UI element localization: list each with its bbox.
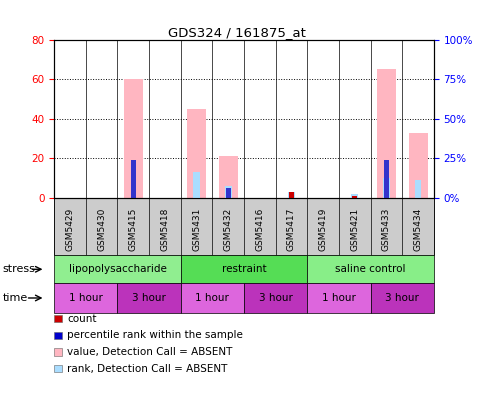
Bar	[352, 194, 358, 198]
Text: 1 hour: 1 hour	[69, 293, 103, 303]
Text: 1 hour: 1 hour	[322, 293, 356, 303]
Bar	[124, 79, 143, 198]
Text: rank, Detection Call = ABSENT: rank, Detection Call = ABSENT	[67, 364, 227, 374]
Bar	[187, 109, 206, 198]
Text: GDS324 / 161875_at: GDS324 / 161875_at	[168, 26, 306, 39]
Text: time: time	[2, 293, 28, 303]
Bar	[289, 192, 294, 198]
Text: count: count	[67, 314, 97, 324]
Bar	[131, 160, 136, 198]
Text: 3 hour: 3 hour	[385, 293, 419, 303]
Bar	[377, 69, 396, 198]
Bar	[225, 186, 232, 198]
Text: 3 hour: 3 hour	[132, 293, 166, 303]
Bar	[415, 180, 422, 198]
Text: saline control: saline control	[335, 264, 406, 274]
Text: lipopolysaccharide: lipopolysaccharide	[69, 264, 167, 274]
Bar	[219, 156, 238, 198]
Text: 1 hour: 1 hour	[195, 293, 229, 303]
Text: percentile rank within the sample: percentile rank within the sample	[67, 330, 243, 341]
Bar	[409, 133, 427, 198]
Text: 3 hour: 3 hour	[259, 293, 293, 303]
Bar	[288, 192, 295, 198]
Bar	[193, 172, 200, 198]
Bar	[383, 178, 389, 198]
Text: stress: stress	[2, 264, 35, 274]
Bar	[384, 160, 389, 198]
Text: value, Detection Call = ABSENT: value, Detection Call = ABSENT	[67, 347, 232, 357]
Bar	[352, 196, 357, 198]
Bar	[226, 188, 231, 198]
Text: restraint: restraint	[222, 264, 266, 274]
